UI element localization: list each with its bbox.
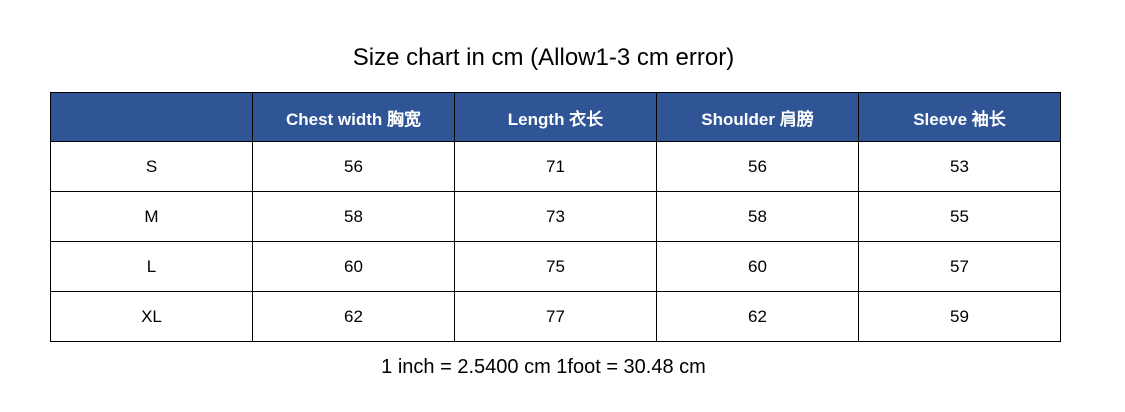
- unit-conversion-note: 1 inch = 2.5400 cm 1foot = 30.48 cm: [381, 356, 706, 378]
- cell-size: S: [50, 141, 253, 192]
- cell-length: 71: [454, 141, 657, 192]
- table-row: M 58 73 58 55: [50, 191, 1061, 242]
- header-cell-length: Length 衣长: [454, 92, 657, 142]
- cell-shoulder: 60: [656, 241, 859, 292]
- cell-size: XL: [50, 291, 253, 342]
- cell-chest-width: 58: [252, 191, 455, 242]
- cell-shoulder: 56: [656, 141, 859, 192]
- cell-sleeve: 59: [858, 291, 1061, 342]
- cell-shoulder: 58: [656, 191, 859, 242]
- chart-title: Size chart in cm (Allow1-3 cm error): [352, 44, 735, 71]
- cell-size: M: [50, 191, 253, 242]
- cell-length: 73: [454, 191, 657, 242]
- header-cell-chest-width: Chest width 胸宽: [252, 92, 455, 142]
- cell-sleeve: 57: [858, 241, 1061, 292]
- header-cell-size: [50, 92, 253, 142]
- cell-chest-width: 62: [252, 291, 455, 342]
- cell-length: 77: [454, 291, 657, 342]
- cell-chest-width: 56: [252, 141, 455, 192]
- header-cell-shoulder: Shoulder 肩膀: [656, 92, 859, 142]
- cell-shoulder: 62: [656, 291, 859, 342]
- cell-size: L: [50, 241, 253, 292]
- cell-sleeve: 53: [858, 141, 1061, 192]
- cell-chest-width: 60: [252, 241, 455, 292]
- header-cell-sleeve: Sleeve 袖长: [858, 92, 1061, 142]
- header-row: Chest width 胸宽 Length 衣长 Shoulder 肩膀 Sle…: [50, 92, 1061, 142]
- size-chart-table: Chest width 胸宽 Length 衣长 Shoulder 肩膀 Sle…: [50, 92, 1061, 342]
- cell-length: 75: [454, 241, 657, 292]
- table-row: S 56 71 56 53: [50, 141, 1061, 192]
- table-row: XL 62 77 62 59: [50, 291, 1061, 342]
- table-row: L 60 75 60 57: [50, 241, 1061, 292]
- cell-sleeve: 55: [858, 191, 1061, 242]
